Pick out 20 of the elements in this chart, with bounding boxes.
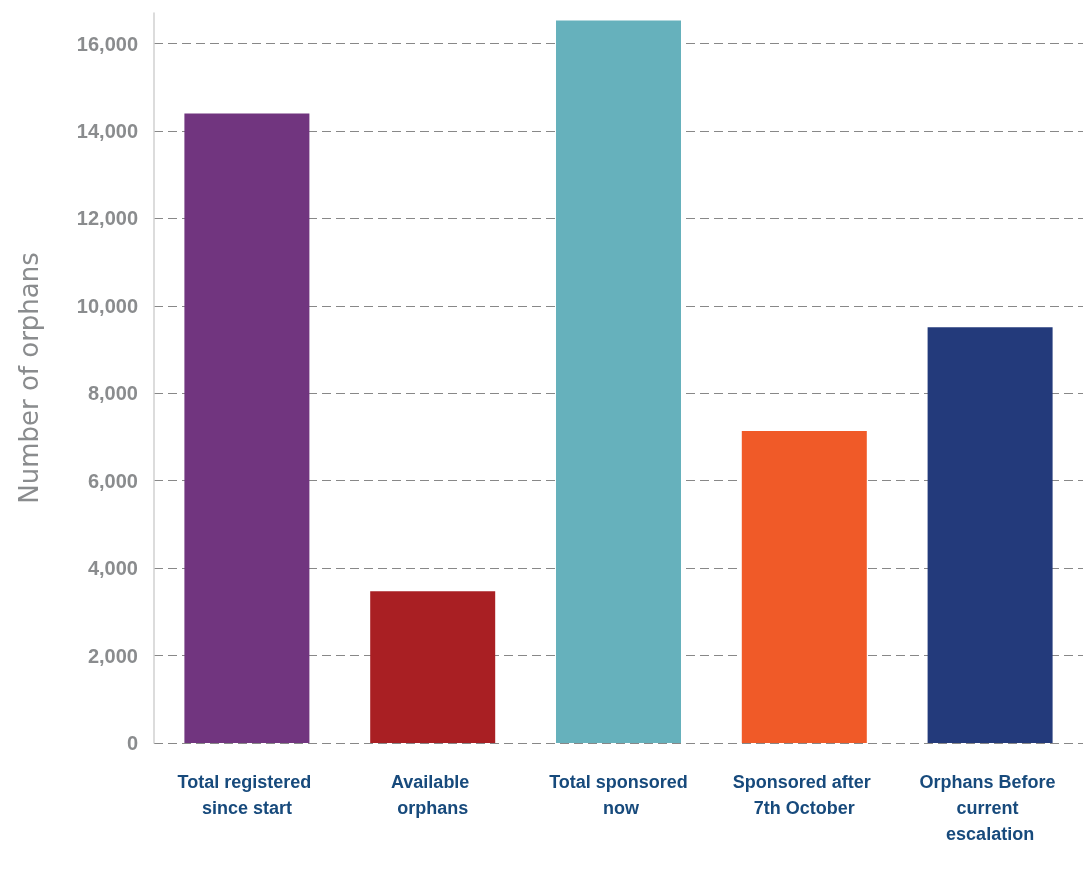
bar bbox=[927, 327, 1053, 743]
x-tick-label: Total sponsored now bbox=[549, 772, 688, 818]
y-tick-label: 2,000 bbox=[87, 644, 138, 667]
y-tick-label: 14,000 bbox=[76, 120, 138, 143]
bar bbox=[184, 113, 310, 743]
x-tick-label: Available orphans bbox=[391, 772, 475, 818]
y-tick-label: 8,000 bbox=[87, 382, 138, 405]
x-tick-label: Orphans Before current escalation bbox=[919, 772, 1061, 844]
y-tick-label: 16,000 bbox=[76, 32, 138, 55]
x-tick-label: Total registered since start bbox=[177, 772, 317, 818]
y-axis-title: Number of orphans bbox=[14, 252, 44, 504]
y-tick-label: 12,000 bbox=[76, 207, 138, 230]
bar bbox=[741, 430, 867, 743]
y-tick-label: 4,000 bbox=[87, 557, 138, 580]
x-tick-label: Sponsored after 7th October bbox=[732, 772, 876, 818]
bar bbox=[556, 20, 681, 743]
y-tick-label: 6,000 bbox=[87, 469, 138, 492]
y-tick-label: 0 bbox=[126, 732, 138, 754]
bar bbox=[370, 591, 496, 743]
y-tick-label: 10,000 bbox=[76, 294, 138, 317]
